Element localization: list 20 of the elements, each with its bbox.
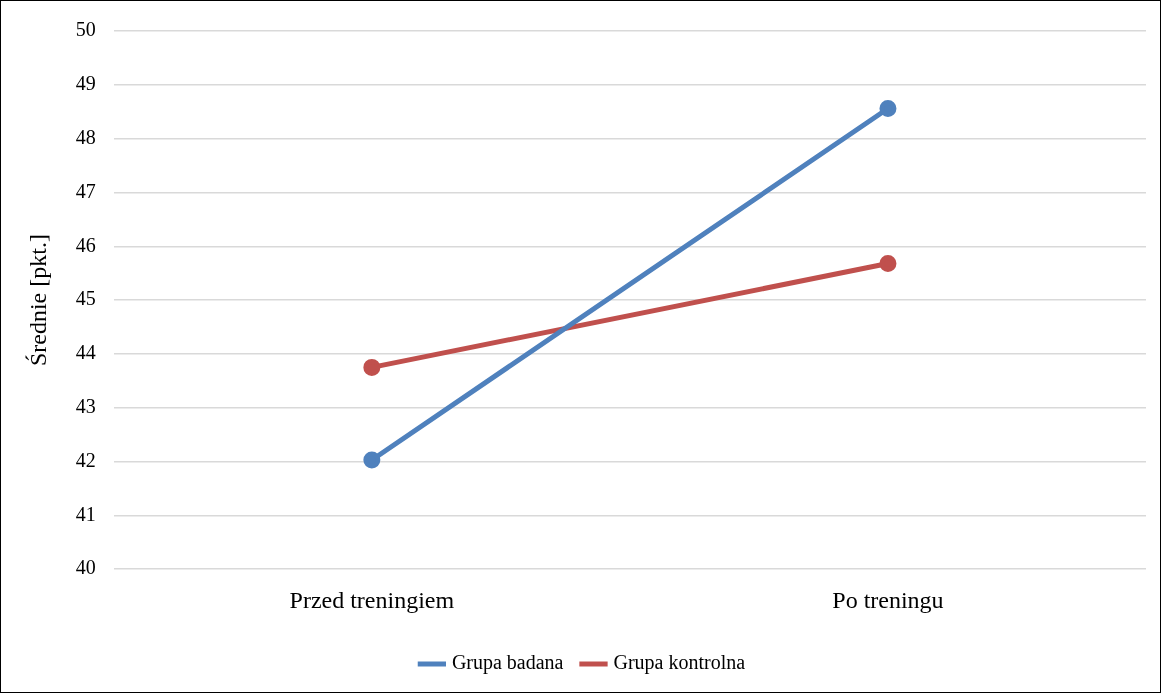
y-tick-label: 49 xyxy=(75,72,96,95)
x-tick-label: Po treningu xyxy=(832,586,944,613)
y-axis-title: Średnie [pkt.] xyxy=(24,234,51,367)
y-tick-label: 46 xyxy=(75,233,96,256)
y-tick-label: 45 xyxy=(75,287,96,310)
point xyxy=(363,358,381,376)
y-tick-label: 42 xyxy=(75,448,96,471)
legend-label: Grupa badana xyxy=(451,651,564,675)
y-tick-label: 40 xyxy=(75,556,96,579)
y-tick-label: 47 xyxy=(75,179,96,202)
legend-label: Grupa kontrolna xyxy=(613,651,746,675)
point xyxy=(879,255,897,272)
y-tick-label: 44 xyxy=(75,341,96,364)
y-tick-label: 41 xyxy=(75,502,96,525)
y-tick-label: 48 xyxy=(75,125,96,148)
y-tick-label: 50 xyxy=(75,18,96,41)
y-tick-label: 43 xyxy=(75,394,96,417)
x-tick-label: Przed treningiem xyxy=(289,586,455,613)
point xyxy=(879,100,897,117)
point xyxy=(363,451,381,469)
